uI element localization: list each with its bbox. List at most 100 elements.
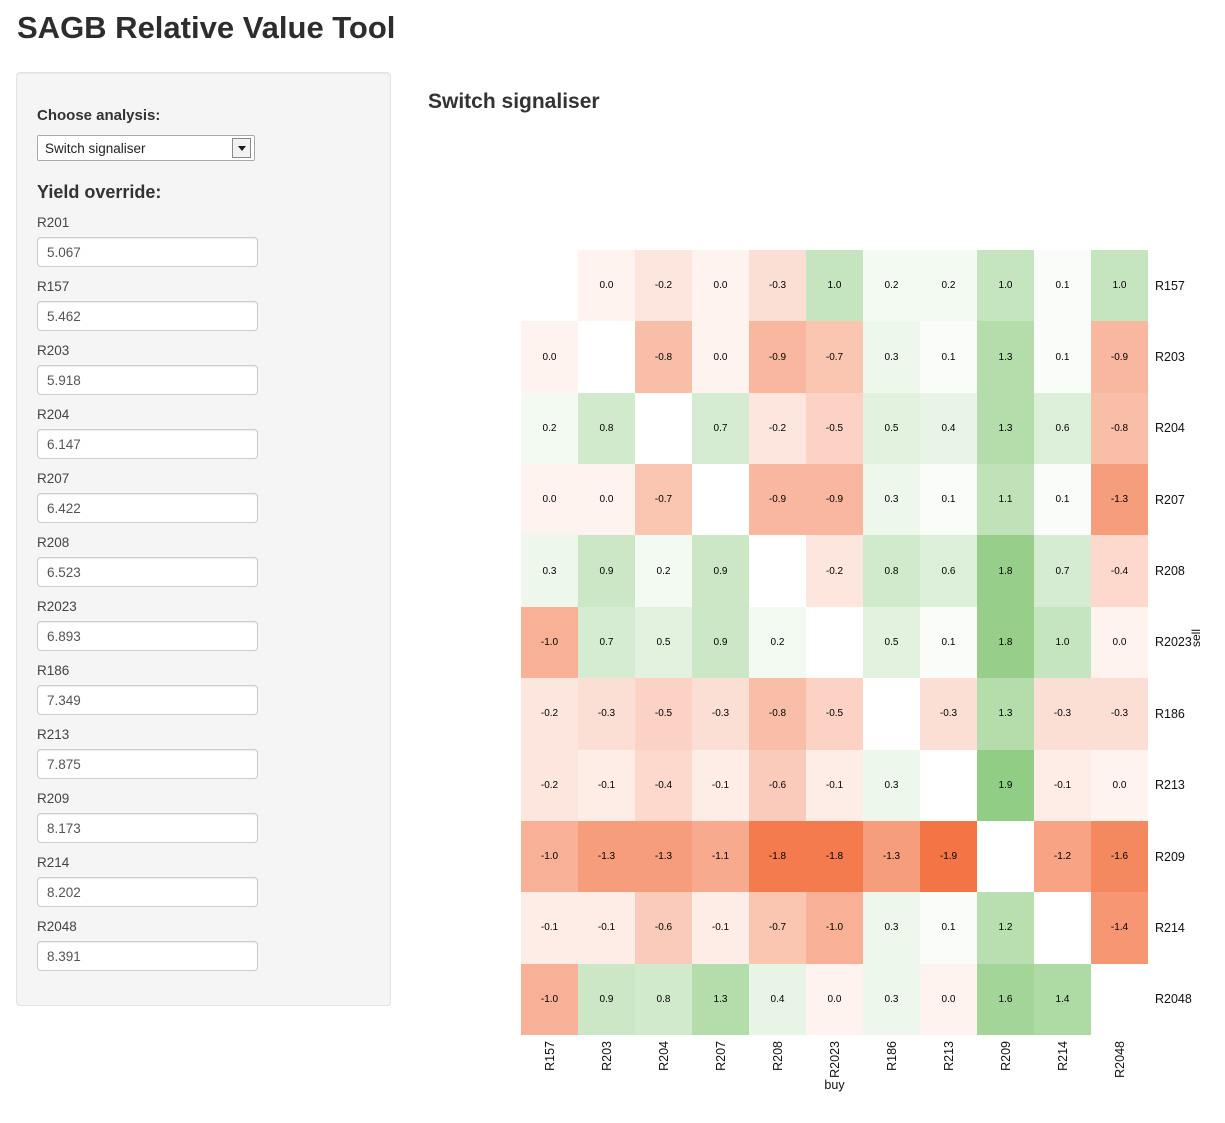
yield-label-r207: R207 [37, 471, 70, 486]
heatmap: buy sell 0.0 -0.2 0.0 -0.3 1.0 0.2 0.2 1.0 0.1 1.… [521, 250, 1203, 1092]
heatmap-cell-r213-r207: -0.1 [692, 749, 749, 821]
heatmap-cell-r157-r209: 1.0 [977, 250, 1034, 322]
heatmap-cell-r214-r2023: -1.0 [806, 892, 863, 964]
col-label-r214: R214 [1034, 1041, 1091, 1071]
heatmap-cell-r2048-r213: 0.0 [920, 963, 977, 1035]
yield-input-r2048[interactable] [37, 941, 258, 971]
yield-input-r207[interactable] [37, 493, 258, 523]
col-label-r186: R186 [863, 1041, 920, 1071]
col-label-text-r207: R207 [713, 1041, 728, 1071]
heatmap-cell-r2023-r2023 [806, 606, 863, 679]
row-label-r207: R207 [1155, 492, 1185, 507]
col-label-text-r213: R213 [941, 1041, 956, 1071]
heatmap-cell-r208-r208 [749, 535, 806, 607]
heatmap-cell-r2023-r209: 1.8 [977, 606, 1034, 679]
heatmap-cell-r203-r214: 0.1 [1034, 321, 1091, 393]
yield-input-r208[interactable] [37, 557, 258, 587]
heatmap-cell-r157-r207: 0.0 [692, 250, 749, 322]
heatmap-cell-r213-r213 [920, 749, 977, 821]
heatmap-cell-r203-r2023: -0.7 [806, 321, 863, 393]
heatmap-cell-r214-r207: -0.1 [692, 892, 749, 964]
yield-input-r209[interactable] [37, 813, 258, 843]
heatmap-cell-r203-r203 [578, 321, 635, 393]
heatmap-cell-r157-r2048: 1.0 [1091, 250, 1148, 322]
col-label-text-r203: R203 [599, 1041, 614, 1071]
row-label-r186: R186 [1155, 706, 1185, 721]
col-label-text-r2023: R2023 [827, 1041, 842, 1078]
row-label-r204: R204 [1155, 421, 1185, 436]
heatmap-cell-r2048-r209: 1.6 [977, 963, 1034, 1035]
choose-analysis-label: Choose analysis: [37, 107, 161, 124]
heatmap-cell-r209-r157: -1.0 [521, 820, 578, 893]
yield-input-r201[interactable] [37, 237, 258, 267]
yield-input-r213[interactable] [37, 749, 258, 779]
heatmap-cell-r203-r186: 0.3 [863, 321, 920, 393]
heatmap-cell-r204-r208: -0.2 [749, 392, 806, 465]
heatmap-cell-r208-r2048: -0.4 [1091, 535, 1148, 607]
heatmap-cell-r204-r2048: -0.8 [1091, 392, 1148, 465]
heatmap-cell-r209-r208: -1.8 [749, 820, 806, 893]
col-label-r157: R157 [521, 1041, 578, 1071]
analysis-select[interactable]: Switch signaliser [37, 135, 255, 161]
heatmap-cell-r213-r209: 1.9 [977, 749, 1034, 821]
heatmap-cell-r207-r214: 0.1 [1034, 464, 1091, 536]
heatmap-cell-r209-r213: -1.9 [920, 820, 977, 893]
heatmap-cell-r209-r186: -1.3 [863, 820, 920, 893]
heatmap-cell-r213-r186: 0.3 [863, 749, 920, 821]
col-label-r208: R208 [749, 1041, 806, 1071]
row-label-r2048: R2048 [1155, 992, 1192, 1007]
heatmap-cell-r157-r2023: 1.0 [806, 250, 863, 322]
heatmap-cell-r2048-r2048 [1091, 963, 1148, 1035]
x-axis-title: buy [824, 1078, 845, 1092]
heatmap-cell-r186-r207: -0.3 [692, 678, 749, 750]
yield-input-r214[interactable] [37, 877, 258, 907]
row-label-r213: R213 [1155, 778, 1185, 793]
heatmap-cell-r204-r213: 0.4 [920, 392, 977, 465]
heatmap-cell-r186-r2023: -0.5 [806, 678, 863, 750]
heatmap-cell-r203-r204: -0.8 [635, 321, 692, 393]
yield-label-r214: R214 [37, 855, 70, 870]
page-title: SAGB Relative Value Tool [17, 10, 396, 45]
heatmap-cell-r204-r204 [635, 392, 692, 465]
yield-label-r204: R204 [37, 407, 70, 422]
yield-input-r203[interactable] [37, 365, 258, 395]
heatmap-cell-r209-r209 [977, 820, 1034, 893]
col-label-r2023: R2023 [806, 1041, 863, 1078]
heatmap-cell-r207-r186: 0.3 [863, 464, 920, 536]
heatmap-cell-r186-r157: -0.2 [521, 678, 578, 750]
heatmap-cell-r157-r186: 0.2 [863, 250, 920, 322]
heatmap-cell-r214-r214 [1034, 892, 1091, 964]
heatmap-cell-r209-r2023: -1.8 [806, 820, 863, 893]
heatmap-cell-r214-r186: 0.3 [863, 892, 920, 964]
yield-input-r2023[interactable] [37, 621, 258, 651]
heatmap-cell-r207-r204: -0.7 [635, 464, 692, 536]
heatmap-cell-r2023-r157: -1.0 [521, 606, 578, 679]
heatmap-cell-r157-r208: -0.3 [749, 250, 806, 322]
heatmap-cell-r207-r213: 0.1 [920, 464, 977, 536]
row-label-r203: R203 [1155, 350, 1185, 365]
yield-override-fields: R201 R157 R203 R204 R207 R208 R2023 R186 R213 R20… [37, 215, 370, 971]
yield-input-r186[interactable] [37, 685, 258, 715]
heatmap-cell-r208-r207: 0.9 [692, 535, 749, 607]
heatmap-cell-r157-r203: 0.0 [578, 250, 635, 322]
heatmap-cell-r2048-r208: 0.4 [749, 963, 806, 1035]
heatmap-cell-r2048-r204: 0.8 [635, 963, 692, 1035]
heatmap-cell-r207-r209: 1.1 [977, 464, 1034, 536]
heatmap-cell-r207-r208: -0.9 [749, 464, 806, 536]
yield-label-r209: R209 [37, 791, 70, 806]
heatmap-cell-r2023-r213: 0.1 [920, 606, 977, 679]
heatmap-cell-r208-r214: 0.7 [1034, 535, 1091, 607]
heatmap-cell-r213-r208: -0.6 [749, 749, 806, 821]
yield-input-r204[interactable] [37, 429, 258, 459]
heatmap-cell-r2023-r207: 0.9 [692, 606, 749, 679]
heatmap-cell-r2023-r2048: 0.0 [1091, 606, 1148, 679]
heatmap-cell-r2048-r186: 0.3 [863, 963, 920, 1035]
chevron-down-icon[interactable] [232, 138, 251, 158]
heatmap-cell-r209-r214: -1.2 [1034, 820, 1091, 893]
heatmap-cell-r204-r157: 0.2 [521, 392, 578, 465]
heatmap-cell-r2023-r203: 0.7 [578, 606, 635, 679]
yield-input-r157[interactable] [37, 301, 258, 331]
yield-label-r2048: R2048 [37, 919, 77, 934]
col-label-r213: R213 [920, 1041, 977, 1071]
col-label-r2048: R2048 [1091, 1041, 1148, 1078]
